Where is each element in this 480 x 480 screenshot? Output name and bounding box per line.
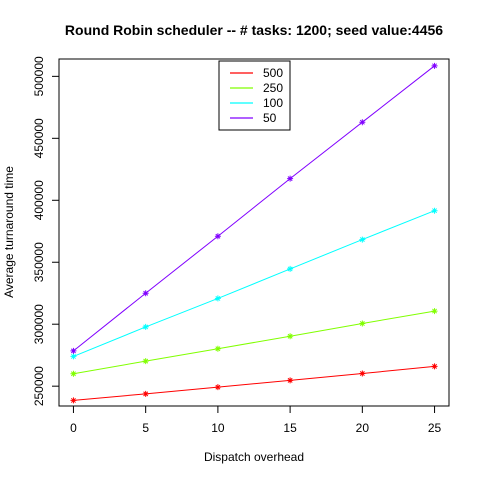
series-line-100: [73, 210, 435, 357]
x-tick-label: 25: [428, 421, 442, 435]
legend-entry-50: 50: [263, 111, 277, 125]
series-point-250: [214, 345, 221, 352]
series-point-100: [287, 265, 294, 272]
y-tick-label: 400000: [32, 180, 46, 220]
series-point-100: [431, 207, 438, 214]
y-tick-label: 450000: [32, 118, 46, 158]
series-point-500: [287, 377, 294, 384]
series-point-50: [431, 62, 438, 69]
legend-entry-500: 500: [263, 66, 283, 80]
series-point-50: [70, 347, 77, 354]
series-point-500: [70, 397, 77, 404]
series-line-250: [73, 310, 435, 375]
series-line-500: [73, 365, 435, 401]
x-axis-label: Dispatch overhead: [204, 450, 304, 464]
series-point-250: [359, 320, 366, 327]
series-point-250: [142, 358, 149, 365]
x-tick-label: 15: [283, 421, 297, 435]
y-tick-label: 300000: [32, 304, 46, 344]
x-tick-label: 5: [142, 421, 149, 435]
series-point-50: [214, 233, 221, 240]
legend-entry-100: 100: [263, 96, 283, 110]
y-tick-label: 350000: [32, 242, 46, 282]
series-point-100: [70, 353, 77, 360]
series-point-250: [287, 333, 294, 340]
series-point-100: [142, 323, 149, 330]
series-point-100: [214, 295, 221, 302]
series-point-50: [359, 119, 366, 126]
y-tick-label: 250000: [32, 366, 46, 406]
series-layer: [70, 62, 438, 404]
series-point-100: [359, 236, 366, 243]
legend-entry-250: 250: [263, 81, 283, 95]
series-point-50: [142, 290, 149, 297]
series-point-500: [214, 384, 221, 391]
series-point-250: [70, 370, 77, 377]
series-point-250: [431, 308, 438, 315]
y-tick-label: 500000: [32, 56, 46, 96]
x-tick-label: 0: [70, 421, 77, 435]
x-tick-label: 10: [211, 421, 225, 435]
x-axis: 0 5 10 15 20 25: [70, 405, 442, 435]
series-point-500: [359, 370, 366, 377]
series-line-50: [73, 65, 435, 352]
series-point-50: [287, 175, 294, 182]
x-tick-label: 20: [356, 421, 370, 435]
series-point-500: [142, 390, 149, 397]
y-axis-label: Average turnaround time: [2, 166, 16, 298]
series-point-500: [431, 363, 438, 370]
y-axis: 250000 300000 350000 400000 450000 500000: [32, 56, 60, 406]
chart-title: Round Robin scheduler -- # tasks: 1200; …: [65, 22, 443, 38]
